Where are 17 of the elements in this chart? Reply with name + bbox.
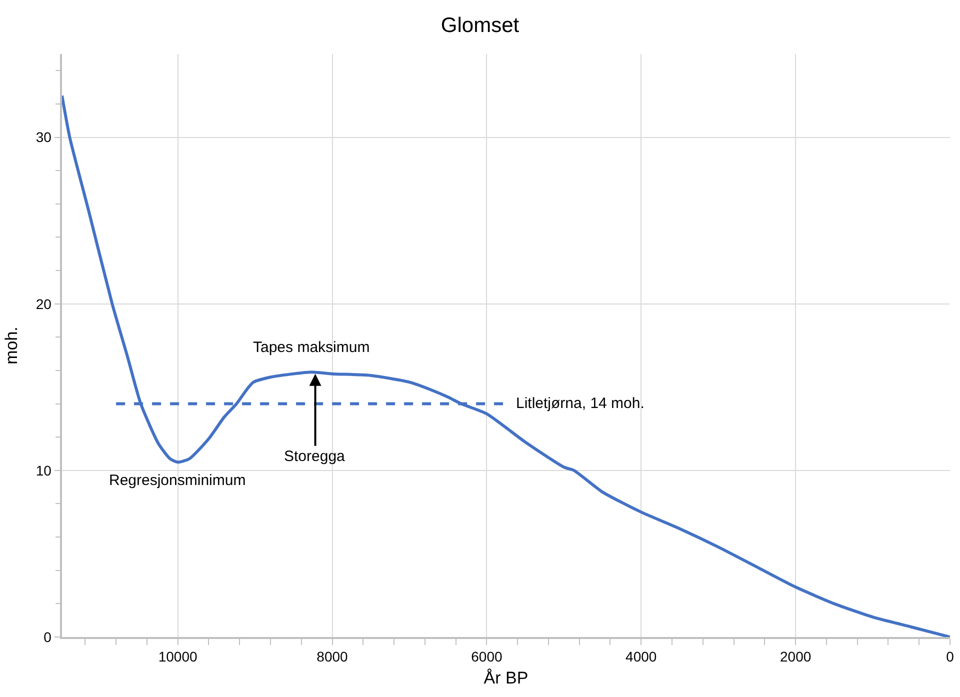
y-tick-label: 20	[36, 296, 52, 312]
y-tick-label: 10	[36, 462, 52, 478]
annotation: Regresjonsminimum	[109, 472, 246, 489]
x-tick-label: 2000	[780, 648, 812, 665]
annotation: Tapes maksimum	[253, 339, 370, 356]
x-tick-label: 10000	[158, 648, 198, 665]
x-tick-label: 0	[946, 648, 954, 665]
y-tick-label: 0	[44, 628, 52, 645]
y-axis-title: moh.	[2, 326, 21, 364]
chart-title: Glomset	[440, 14, 520, 38]
annotation: Storegga	[284, 448, 346, 465]
series-label: Litletjørna, 14 moh.	[516, 395, 644, 412]
x-axis-title: År BP	[484, 668, 528, 688]
y-tick-label: 30	[36, 129, 52, 146]
x-tick-label: 6000	[471, 648, 502, 665]
x-tick-label: 4000	[626, 648, 657, 665]
x-tick-label: 8000	[316, 648, 348, 665]
